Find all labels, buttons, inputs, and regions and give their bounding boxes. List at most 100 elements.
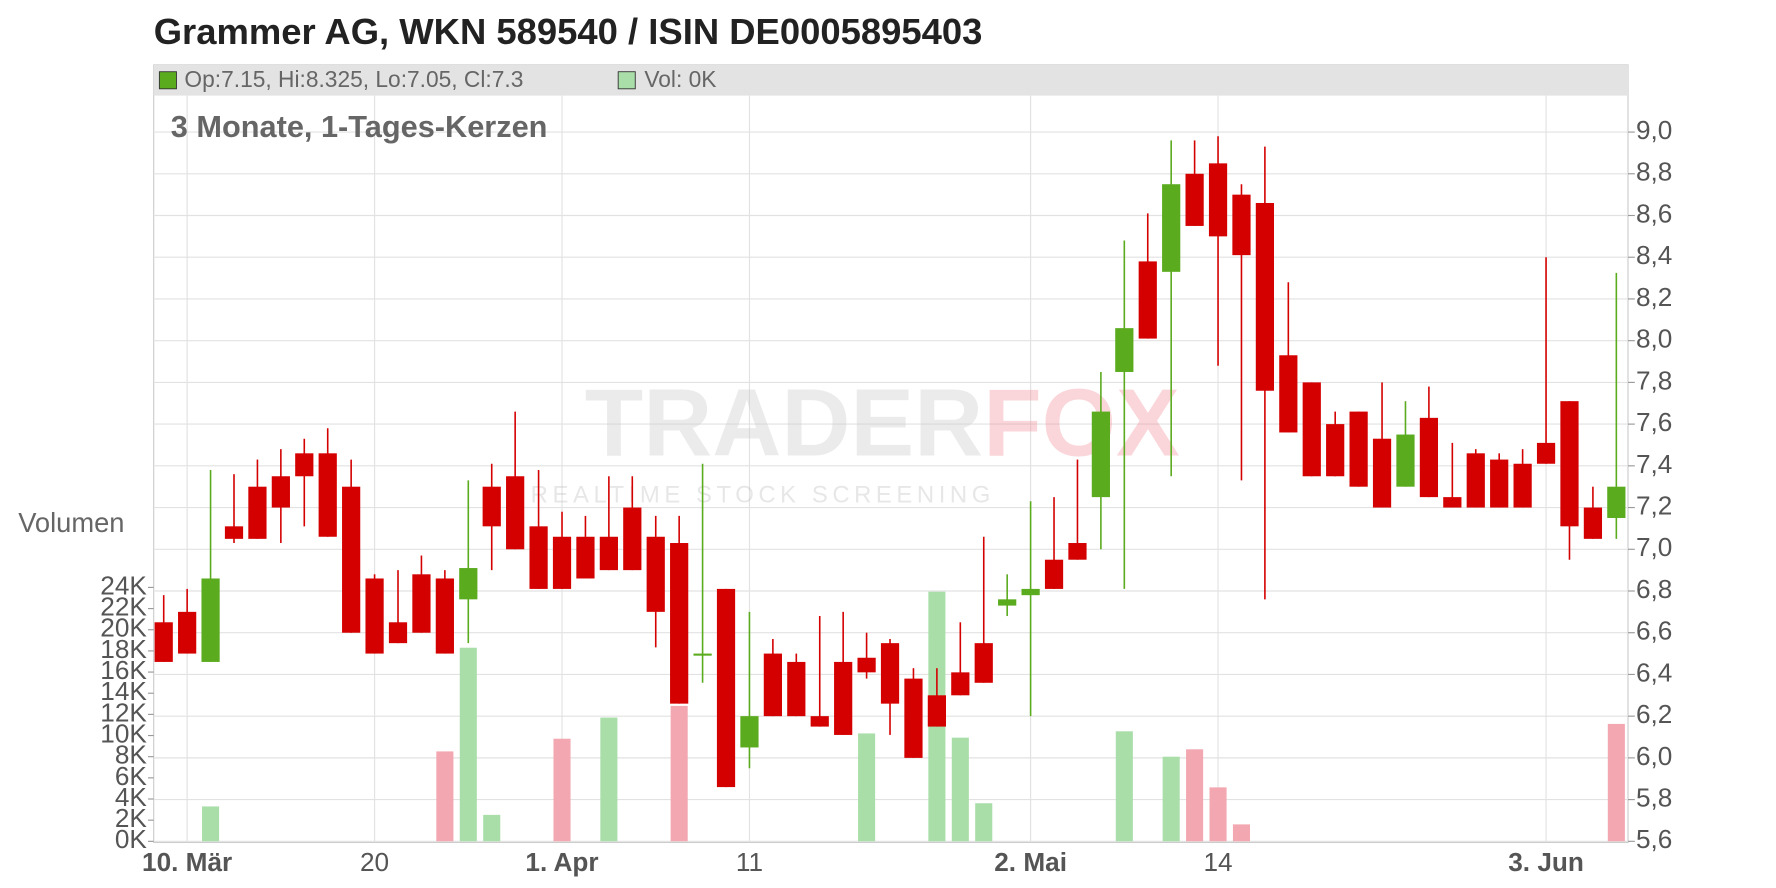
y-tick-label: 6,8: [1636, 574, 1672, 604]
candle-body: [1513, 463, 1532, 508]
chart-title: Grammer AG, WKN 589540 / ISIN DE00058954…: [154, 11, 983, 52]
candle-body: [224, 526, 244, 539]
legend-swatch: [617, 71, 636, 90]
volume-bar: [1209, 787, 1227, 842]
chart-subtitle: 3 Monate, 1-Tages-Kerzen: [171, 109, 548, 144]
candle-body: [412, 574, 431, 633]
y-tick-label: 8,2: [1636, 282, 1672, 312]
candle-body: [927, 695, 946, 727]
watermark-part: TRADER: [585, 370, 983, 477]
candle-body: [1490, 459, 1509, 508]
y-tick-label: 7,4: [1636, 449, 1672, 479]
candle-body: [1068, 543, 1087, 560]
candle-body: [1536, 442, 1556, 464]
volume-tick-label: 6K: [115, 761, 148, 791]
watermark-text: TRADERFOX: [585, 370, 1180, 477]
candle-body: [880, 643, 900, 704]
y-tick-label: 7,6: [1636, 407, 1672, 437]
candle-body: [1232, 194, 1251, 256]
candle-body: [1138, 261, 1157, 339]
volume-bar: [1115, 731, 1133, 842]
watermark-part: FOX: [983, 370, 1180, 477]
candle-body: [740, 716, 759, 748]
y-tick-label: 7,8: [1636, 365, 1672, 395]
volume-tick-label: 24K: [100, 570, 147, 600]
x-tick-label: 2. Mai: [994, 847, 1067, 877]
candle-body: [506, 476, 525, 550]
volume-bar: [459, 647, 477, 842]
watermark: TRADERFOX REALTIME STOCK SCREENING: [531, 370, 1180, 509]
candle-body: [1279, 355, 1298, 433]
x-tick-label: 14: [1203, 847, 1232, 877]
candle-body: [1607, 486, 1626, 518]
candle-body: [271, 476, 290, 508]
y-tick-label: 7,0: [1636, 532, 1672, 562]
candle-body: [810, 716, 829, 727]
legend-swatch: [158, 71, 177, 90]
y-tick-label: 8,6: [1636, 198, 1672, 228]
y-tick-label: 8,0: [1636, 324, 1672, 354]
candle-body: [201, 578, 220, 662]
candle-body: [1044, 559, 1064, 589]
legend-band: [153, 64, 1629, 96]
y-tick-label: 6,2: [1636, 699, 1672, 729]
volume-bar: [202, 806, 220, 842]
volume-tick-label: 0K: [115, 824, 148, 854]
candle-body: [459, 568, 478, 600]
candle-body: [1349, 411, 1368, 487]
candle-body: [716, 588, 736, 788]
candle-body: [904, 678, 923, 758]
candle-body: [295, 453, 314, 477]
volume-bar: [1186, 749, 1204, 842]
candle-body: [834, 661, 853, 735]
candle-body: [365, 578, 384, 654]
watermark-tagline: REALTIME STOCK SCREENING: [531, 482, 995, 509]
volume-bar: [975, 803, 993, 842]
volume-bar: [951, 737, 969, 842]
x-tick-label: 3. Jun: [1508, 847, 1584, 877]
candle-body: [1419, 417, 1439, 498]
candle-body: [1372, 438, 1392, 508]
candle-body: [435, 578, 454, 654]
candle-body: [1302, 382, 1321, 477]
legend-ohlc: Op:7.15, Hi:8.325, Lo:7.05, Cl:7.3: [184, 66, 523, 92]
candle-body: [1396, 434, 1415, 487]
x-tick-label: 11: [736, 847, 763, 877]
legend-volume: Vol: 0K: [644, 66, 716, 92]
y-tick-label: 7,2: [1636, 490, 1672, 520]
volume-tick-label: 14K: [100, 676, 147, 706]
x-tick-label: 20: [360, 847, 389, 877]
volume-tick-label: 8K: [115, 740, 148, 770]
y-tick-label: 8,4: [1636, 240, 1672, 270]
candle-layer: [154, 136, 1626, 788]
x-tick-label: 10. Mär: [142, 847, 232, 877]
candle-body: [1583, 507, 1603, 539]
candle-body: [482, 486, 501, 527]
y-tick-label: 8,8: [1636, 157, 1672, 187]
volume-bar: [858, 733, 876, 842]
volume-tick-label: 16K: [100, 655, 147, 685]
volume-bar: [553, 738, 571, 842]
candle-body: [342, 486, 361, 633]
candle-body: [248, 486, 267, 539]
volume-tick-label: 22K: [100, 592, 147, 622]
candle-body: [1115, 328, 1134, 372]
y-tick-label: 5,8: [1636, 783, 1672, 813]
candle-body: [857, 657, 876, 673]
candle-body: [529, 526, 548, 589]
candle-body: [763, 653, 782, 717]
candle-body: [951, 672, 970, 696]
candle-body: [552, 536, 572, 589]
volume-bar: [1232, 824, 1251, 842]
candle-body: [1091, 411, 1110, 498]
candle-body: [1443, 497, 1462, 508]
volume-tick-label: 12K: [100, 697, 147, 727]
volume-tick-label: 10K: [100, 718, 147, 748]
candle-body: [1255, 202, 1275, 391]
candle-body: [1162, 184, 1181, 272]
volume-tick-label: 20K: [100, 613, 147, 643]
candle-body: [388, 622, 408, 644]
candle-body: [1208, 163, 1228, 237]
y-tick-label: 5,6: [1636, 824, 1672, 854]
candle-body: [1185, 173, 1204, 226]
